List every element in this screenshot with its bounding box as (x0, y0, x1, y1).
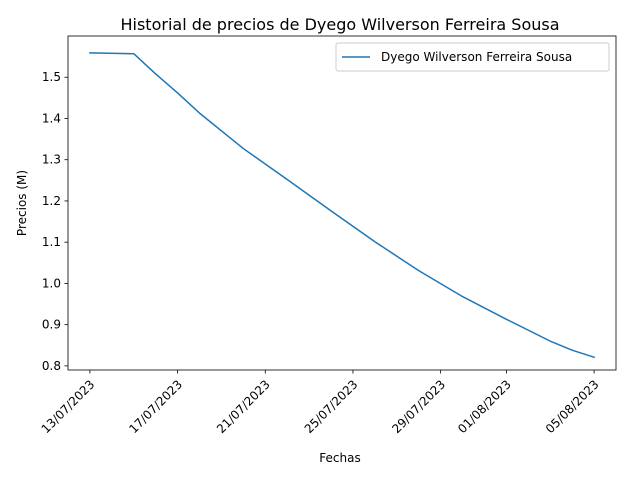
y-tick-label: 1.4 (42, 111, 61, 125)
y-tick-label: 1.1 (42, 235, 61, 249)
y-tick-label: 0.9 (42, 318, 61, 332)
y-axis-ticks: 0.8 0.9 1.0 1.1 1.2 1.3 1.4 1.5 (42, 70, 68, 373)
y-tick-label: 1.5 (42, 70, 61, 84)
chart-title: Historial de precios de Dyego Wilverson … (120, 15, 559, 34)
plot-area (68, 36, 616, 370)
y-tick-label: 1.3 (42, 153, 61, 167)
y-axis-label: Precios (M) (15, 170, 29, 236)
x-axis-label: Fechas (319, 451, 360, 465)
y-tick-label: 1.2 (42, 194, 61, 208)
legend: Dyego Wilverson Ferreira Sousa (335, 42, 610, 72)
plot-frame (67, 35, 617, 371)
series-layer (89, 52, 596, 359)
legend-box (335, 42, 610, 72)
legend-entry-label: Dyego Wilverson Ferreira Sousa (381, 50, 572, 64)
series-line (89, 52, 596, 359)
y-tick-label: 1.0 (42, 276, 61, 290)
y-tick-label: 0.8 (42, 359, 61, 373)
